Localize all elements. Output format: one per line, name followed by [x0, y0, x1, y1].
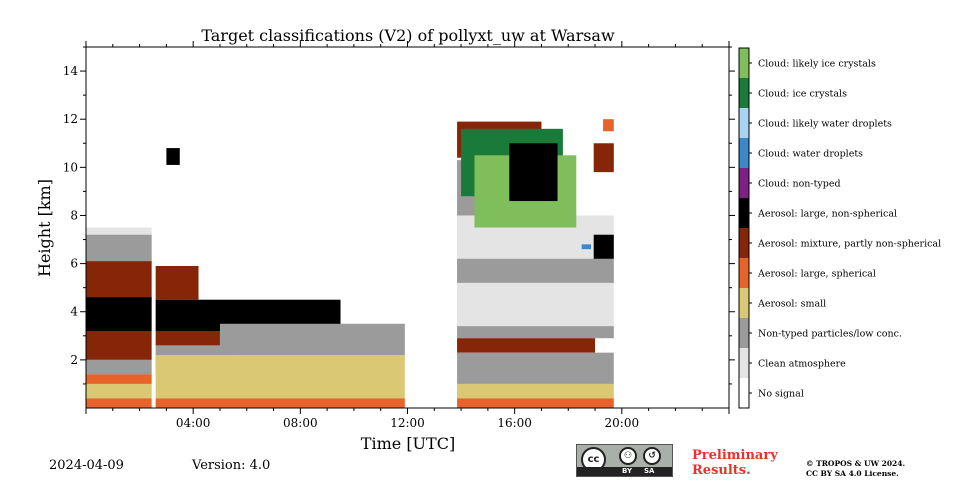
colorbar-label: Cloud: non-typed: [758, 179, 841, 190]
colorbar-label: Cloud: likely water droplets: [758, 119, 892, 130]
class-region-30: [593, 143, 614, 173]
colorbar-label: Cloud: water droplets: [758, 149, 863, 160]
class-region-4: [86, 330, 152, 360]
cc-license-logo: cc ⚇ ↺ BY SA: [576, 444, 673, 477]
class-region-29: [593, 234, 614, 259]
class-region-18: [457, 258, 614, 283]
colorbar-label: Non-typed particles/low conc.: [758, 329, 902, 340]
y-axis-ticks: 2 4 6 8 10 12 14: [63, 46, 735, 385]
x-axis-ticks: 04:00 08:00 12:00 16:00 20:00: [85, 41, 730, 430]
colorbar-frame: [738, 47, 750, 409]
y-tick-label: 14: [63, 64, 79, 78]
class-region-8: [86, 398, 152, 408]
colorbar-swatch: [739, 348, 749, 378]
class-region-9: [155, 266, 199, 300]
y-tick-label: 10: [63, 160, 78, 174]
class-region-15: [155, 398, 405, 408]
colorbar-swatch: [739, 228, 749, 258]
x-tick-label: 08:00: [283, 416, 318, 430]
colorbar-swatch: [739, 288, 749, 318]
y-axis-label: Height [km]: [35, 179, 54, 277]
class-region-16: [166, 148, 180, 165]
version-label: Version: 4.0: [192, 458, 271, 473]
share-alike-icon: ↺: [643, 447, 661, 465]
license-by-label: BY: [622, 467, 633, 475]
colorbar-label: No signal: [758, 389, 804, 400]
colorbar-swatch: [739, 138, 749, 168]
copyright-line-1: © TROPOS & UW 2024.: [806, 459, 906, 468]
class-region-2: [86, 261, 152, 300]
class-region-21: [457, 352, 614, 384]
class-region-13: [219, 323, 405, 356]
x-axis-label: Time [UTC]: [361, 434, 455, 453]
colorbar-swatch: [739, 108, 749, 138]
colorbar-legend: Cloud: likely ice crystals Cloud: ice cry…: [738, 47, 941, 409]
copyright-notice: © TROPOS & UW 2024. CC BY SA 4.0 License…: [806, 459, 905, 479]
class-region-7: [86, 383, 152, 399]
class-region-20: [457, 338, 596, 353]
colorbar-swatch: [739, 258, 749, 288]
class-region-5: [86, 359, 152, 375]
x-tick-label: 20:00: [605, 416, 640, 430]
y-tick-label: 8: [70, 208, 78, 222]
x-tick-label: 04:00: [176, 416, 211, 430]
preliminary-line-2: Results.: [692, 463, 751, 478]
class-region-3: [86, 297, 152, 331]
x-tick-label: 12:00: [390, 416, 425, 430]
classification-regions: [86, 119, 614, 408]
class-region-31: [603, 119, 614, 132]
colorbar-label: Aerosol: large, spherical: [757, 269, 876, 280]
colorbar-swatch: [739, 78, 749, 108]
class-region-32: [581, 244, 592, 250]
colorbar-label: Cloud: ice crystals: [758, 89, 847, 100]
y-tick-label: 12: [63, 112, 78, 126]
colorbar-label: Cloud: likely ice crystals: [758, 59, 876, 70]
class-region-22: [457, 383, 614, 399]
attribution-icon: ⚇: [619, 447, 637, 465]
preliminary-line-1: Preliminary: [692, 448, 778, 463]
y-tick-label: 4: [70, 305, 78, 319]
colorbar-swatch: [739, 378, 749, 408]
class-region-14: [155, 355, 405, 399]
class-region-23: [457, 398, 614, 408]
y-tick-label: 6: [70, 257, 78, 271]
colorbar-label: Aerosol: small: [757, 299, 826, 310]
x-tick-label: 16:00: [497, 416, 532, 430]
measurement-date: 2024-04-09: [49, 458, 124, 473]
class-region-6: [86, 374, 152, 384]
class-region-28: [509, 143, 558, 202]
colorbar-swatch: [739, 48, 749, 78]
colorbar-swatch: [739, 168, 749, 198]
chart-title: Target classifications (V2) of pollyxt_u…: [201, 26, 615, 45]
license-sa-label: SA: [644, 467, 655, 475]
colorbar-swatch: [739, 198, 749, 228]
class-region-1: [86, 234, 152, 264]
class-region-19: [457, 326, 614, 339]
copyright-line-2: CC BY SA 4.0 License.: [806, 469, 899, 478]
class-region-11: [155, 330, 220, 346]
colorbar-label: Aerosol: mixture, partly non-spherical: [757, 239, 941, 250]
colorbar-swatch: [739, 318, 749, 348]
colorbar-label: Clean atmosphere: [758, 359, 846, 370]
colorbar-label: Aerosol: large, non-spherical: [757, 209, 897, 220]
license-bar: [577, 467, 672, 476]
preliminary-notice: Preliminary Results.: [692, 448, 778, 478]
y-tick-label: 2: [70, 353, 78, 367]
